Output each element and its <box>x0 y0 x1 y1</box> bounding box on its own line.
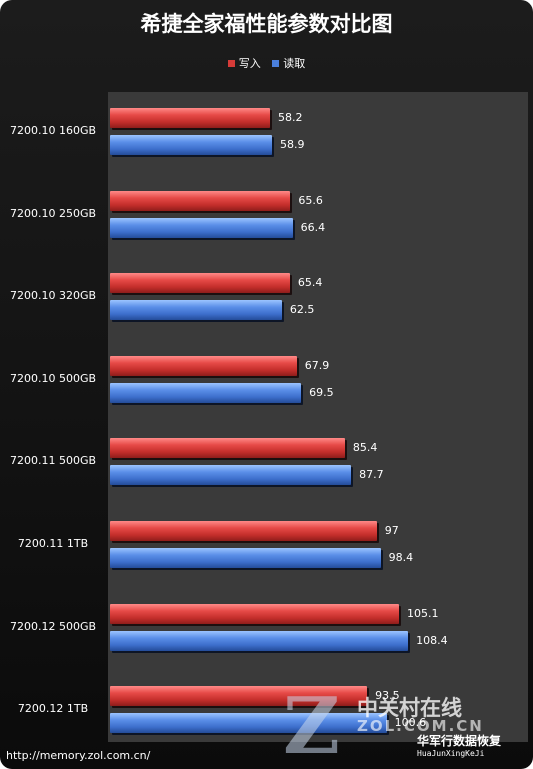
legend-label-write: 写入 <box>238 57 261 70</box>
bar-write <box>110 273 290 294</box>
data-label: 98.4 <box>388 551 414 564</box>
bar-write <box>110 438 345 459</box>
category-label: 7200.11 500GB <box>9 454 97 468</box>
zol-watermark: Z 中关村在线 ZOL.COM.CN 华军行数据恢复 HuaJunXingKeJ… <box>283 684 533 769</box>
data-label: 85.4 <box>352 441 378 455</box>
data-label: 100.6 <box>394 716 427 730</box>
bar-read <box>110 382 302 403</box>
data-label: 87.7 <box>359 468 384 482</box>
category-label: 7200.10 250GB <box>9 206 97 220</box>
bar-read <box>110 135 272 155</box>
data-label: 62.5 <box>289 303 315 317</box>
bar-read <box>110 713 387 734</box>
legend-label-read: 读取 <box>283 57 306 70</box>
zol-logo-letter: Z <box>283 681 340 769</box>
data-label: 69.5 <box>309 385 334 399</box>
studio-name: 华军行数据恢复 <box>417 734 502 748</box>
zol-site-name: 中关村在线 <box>357 696 462 720</box>
category-label: 7200.10 320GB <box>9 289 97 303</box>
bar-read <box>110 630 409 651</box>
bar-write <box>110 603 400 624</box>
bar-write <box>110 190 291 211</box>
studio-pinyin: HuaJunXingKeJi <box>417 749 485 758</box>
category-label: 7200.12 500GB <box>9 619 97 633</box>
category-label: 7200.10 500GB <box>9 371 97 385</box>
source-url: http://memory.zol.com.cn/ <box>6 749 151 762</box>
bar-read <box>110 465 352 486</box>
data-label: 93.5 <box>375 689 400 703</box>
bar-write <box>110 686 368 707</box>
legend-swatch-read <box>272 60 280 67</box>
data-label: 97 <box>384 524 399 537</box>
bar-read <box>110 300 282 321</box>
data-label: 65.4 <box>297 276 323 290</box>
legend-swatch-write <box>227 60 235 67</box>
bar-read <box>110 548 381 568</box>
data-label: 66.4 <box>300 220 326 234</box>
data-label: 65.6 <box>298 193 323 207</box>
bar-read <box>110 217 293 238</box>
bar-write <box>110 521 377 541</box>
bar-write <box>110 355 297 376</box>
data-label: 108.4 <box>416 633 448 647</box>
data-label: 67.9 <box>304 358 330 372</box>
data-label: 58.9 <box>279 138 305 151</box>
zol-brand: ZOL.COM.CN <box>357 717 484 735</box>
data-label: 105.1 <box>407 606 439 620</box>
chart-title: 希捷全家福性能参数对比图 <box>140 11 393 36</box>
category-label: 7200.10 160GB <box>9 124 97 137</box>
data-label: 58.2 <box>278 111 303 124</box>
legend-item-write: 写入 <box>227 55 261 71</box>
chart-legend: 写入 读取 <box>0 55 533 71</box>
bar-write <box>110 108 271 128</box>
legend-item-read: 读取 <box>272 55 305 71</box>
category-label: 7200.12 1TB <box>17 702 89 716</box>
category-label: 7200.11 1TB <box>17 537 89 550</box>
